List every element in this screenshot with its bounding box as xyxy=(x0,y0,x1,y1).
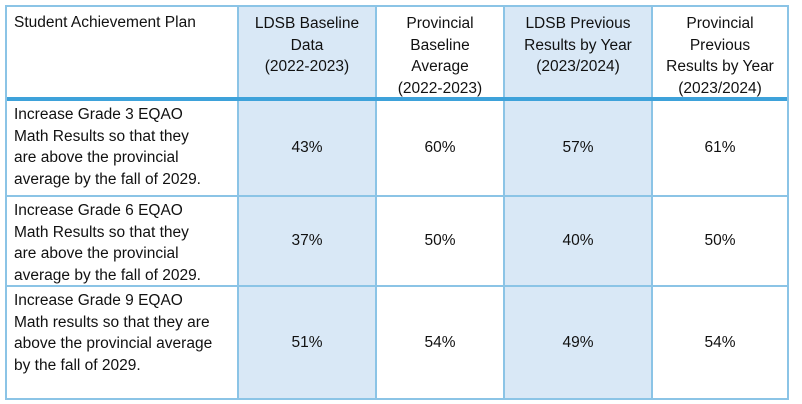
value-grade6-provincial-previous: 50% xyxy=(704,232,736,250)
column-header-student-achievement-plan: Student Achievement Plan xyxy=(7,7,239,97)
value-grade3-ldsb-baseline: 43% xyxy=(239,101,377,195)
column-header-ldsb-previous-results: LDSB Previous Results by Year (2023/2024… xyxy=(505,7,653,97)
value-grade3-provincial-previous: 61% xyxy=(704,139,736,157)
value-grade6-ldsb-baseline: 37% xyxy=(239,197,377,285)
value-grade9-ldsb-baseline: 51% xyxy=(239,287,377,398)
column-header-ldsb-baseline-data: LDSB Baseline Data (2022-2023) xyxy=(239,7,377,97)
student-achievement-table: Student Achievement Plan LDSB Baseline D… xyxy=(5,5,789,400)
table-row-grade-9: Increase Grade 9 EQAO Math results so th… xyxy=(7,287,787,398)
column-header-provincial-baseline-average: Provincial Baseline Average (2022-2023) xyxy=(377,7,505,97)
value-grade3-provincial-baseline: 60% xyxy=(377,101,505,195)
value-grade6-ldsb-previous: 40% xyxy=(505,197,653,285)
value-grade6-provincial-baseline: 50% xyxy=(377,197,505,285)
value-grade9-provincial-baseline: 54% xyxy=(377,287,505,398)
value-grade3-ldsb-previous: 57% xyxy=(505,101,653,195)
goal-text-grade-3: Increase Grade 3 EQAO Math Results so th… xyxy=(7,101,239,195)
goal-text-grade-9: Increase Grade 9 EQAO Math results so th… xyxy=(7,287,239,398)
table-row-grade-6: Increase Grade 6 EQAO Math Results so th… xyxy=(7,197,787,287)
value-grade9-ldsb-previous: 49% xyxy=(505,287,653,398)
table-header-row: Student Achievement Plan LDSB Baseline D… xyxy=(7,7,787,101)
table-row-grade-3: Increase Grade 3 EQAO Math Results so th… xyxy=(7,101,787,197)
goal-text-grade-6: Increase Grade 6 EQAO Math Results so th… xyxy=(7,197,239,285)
value-grade9-provincial-previous: 54% xyxy=(704,333,736,351)
column-header-provincial-previous-results: Provincial Previous Results by Year (202… xyxy=(666,15,774,97)
